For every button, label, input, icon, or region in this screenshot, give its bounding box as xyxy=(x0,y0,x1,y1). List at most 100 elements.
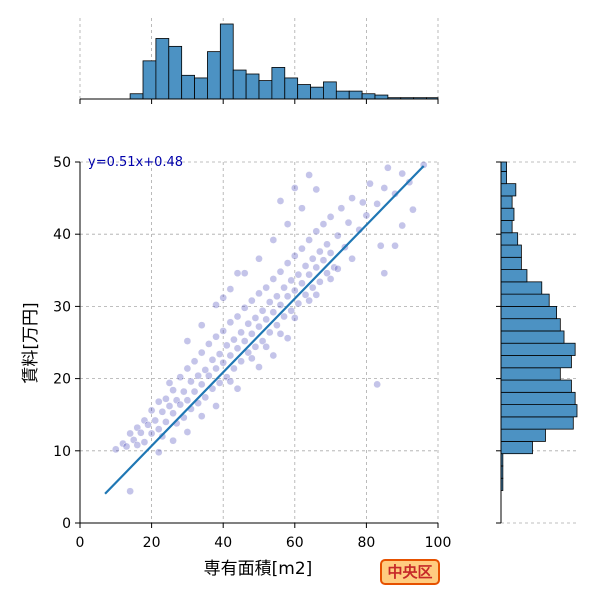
scatter-point xyxy=(222,341,231,350)
main-gridlines xyxy=(79,161,439,524)
scatter-point xyxy=(197,412,206,420)
scatter-point xyxy=(287,276,296,285)
right-hist-bar xyxy=(500,318,561,332)
y-tick-label: 20 xyxy=(53,372,71,388)
scatter-point xyxy=(366,179,374,188)
right-hist-bar xyxy=(500,170,507,185)
scatter-point xyxy=(255,254,263,263)
scatter-point xyxy=(323,269,331,278)
scatter-point xyxy=(230,364,238,373)
x-tick-label: 20 xyxy=(143,535,161,551)
top-hist-bar xyxy=(155,38,170,100)
scatter-point xyxy=(237,357,245,366)
scatter-point xyxy=(255,322,263,331)
right-hist-bar xyxy=(500,355,572,369)
scatter-point xyxy=(269,308,278,317)
scatter-point xyxy=(298,244,306,253)
scatter-point xyxy=(287,306,296,315)
right-hist-bar xyxy=(500,416,574,430)
scatter-point xyxy=(215,350,224,358)
scatter-point xyxy=(283,334,292,343)
scatter-point xyxy=(176,400,185,409)
scatter-point xyxy=(226,318,235,327)
scatter-point xyxy=(333,265,342,273)
right-hist-bar xyxy=(500,161,507,172)
scatter-points xyxy=(111,161,428,496)
scatter-point xyxy=(165,402,174,410)
scatter-point xyxy=(294,299,303,308)
top-hist-bar xyxy=(245,73,260,100)
scatter-point xyxy=(233,384,242,393)
scatter-point xyxy=(258,306,267,315)
scatter-point xyxy=(169,386,177,395)
scatter-point xyxy=(305,171,313,179)
scatter-point xyxy=(151,416,160,425)
top-hist-bar xyxy=(348,90,363,100)
scatter-point xyxy=(301,262,310,270)
scatter-point xyxy=(147,406,156,415)
scatter-point xyxy=(179,387,188,396)
right-hist-bar xyxy=(500,269,528,283)
scatter-point xyxy=(283,292,292,301)
scatter-point xyxy=(337,204,346,213)
scatter-point xyxy=(201,393,210,402)
y-tick-label: 40 xyxy=(53,227,71,243)
scatter-point xyxy=(240,337,249,345)
scatter-point xyxy=(126,429,134,438)
y-tick-label: 0 xyxy=(62,516,71,532)
top-hist-bar xyxy=(258,80,273,100)
scatter-point xyxy=(111,445,120,454)
x-tick-label: 40 xyxy=(214,535,232,551)
scatter-point xyxy=(290,184,299,192)
top-hist-bar xyxy=(361,93,376,100)
scatter-point xyxy=(265,298,274,306)
scatter-point xyxy=(276,267,285,276)
scatter-point xyxy=(305,236,313,244)
top-hist-bar xyxy=(129,93,144,100)
scatter-point xyxy=(308,254,317,263)
y-tick-label: 10 xyxy=(53,444,71,460)
scatter-point xyxy=(258,337,267,345)
scatter-point xyxy=(137,428,145,437)
scatter-point xyxy=(326,213,335,221)
scatter-point xyxy=(247,354,256,363)
scatter-point xyxy=(162,418,170,426)
scatter-point xyxy=(316,247,324,256)
right-hist-bar xyxy=(500,207,515,221)
x-tick-label: 100 xyxy=(425,535,452,551)
scatter-point xyxy=(290,286,299,295)
scatter-point xyxy=(208,384,217,393)
regression-line xyxy=(104,165,425,495)
scatter-point xyxy=(244,348,253,357)
scatter-point xyxy=(154,448,163,457)
scatter-point xyxy=(294,270,303,279)
right-hist-bar xyxy=(500,220,513,234)
scatter-point xyxy=(380,184,389,192)
scatter-point xyxy=(244,319,253,328)
scatter-point xyxy=(312,227,321,236)
scatter-point xyxy=(251,314,260,322)
scatter-point xyxy=(240,269,249,278)
scatter-point xyxy=(219,327,228,335)
scatter-point xyxy=(290,314,299,322)
scatter-point xyxy=(237,328,245,337)
top-histogram xyxy=(79,18,439,104)
scatter-point xyxy=(269,236,278,244)
scatter-point xyxy=(183,337,192,345)
scatter-point xyxy=(326,249,335,257)
scatter-point xyxy=(162,394,170,403)
top-hist-bar xyxy=(323,81,337,100)
scatter-point xyxy=(333,231,342,240)
scatter-point xyxy=(144,420,152,429)
scatter-point xyxy=(344,218,353,227)
right-hist-bar xyxy=(500,428,546,442)
top-hist-bar xyxy=(207,51,221,100)
scatter-point xyxy=(301,290,310,299)
scatter-point xyxy=(409,205,417,214)
scatter-point xyxy=(212,332,220,341)
right-hist-bar xyxy=(500,244,522,258)
scatter-point xyxy=(255,363,263,371)
scatter-point xyxy=(205,340,213,348)
scatter-point xyxy=(262,315,271,324)
